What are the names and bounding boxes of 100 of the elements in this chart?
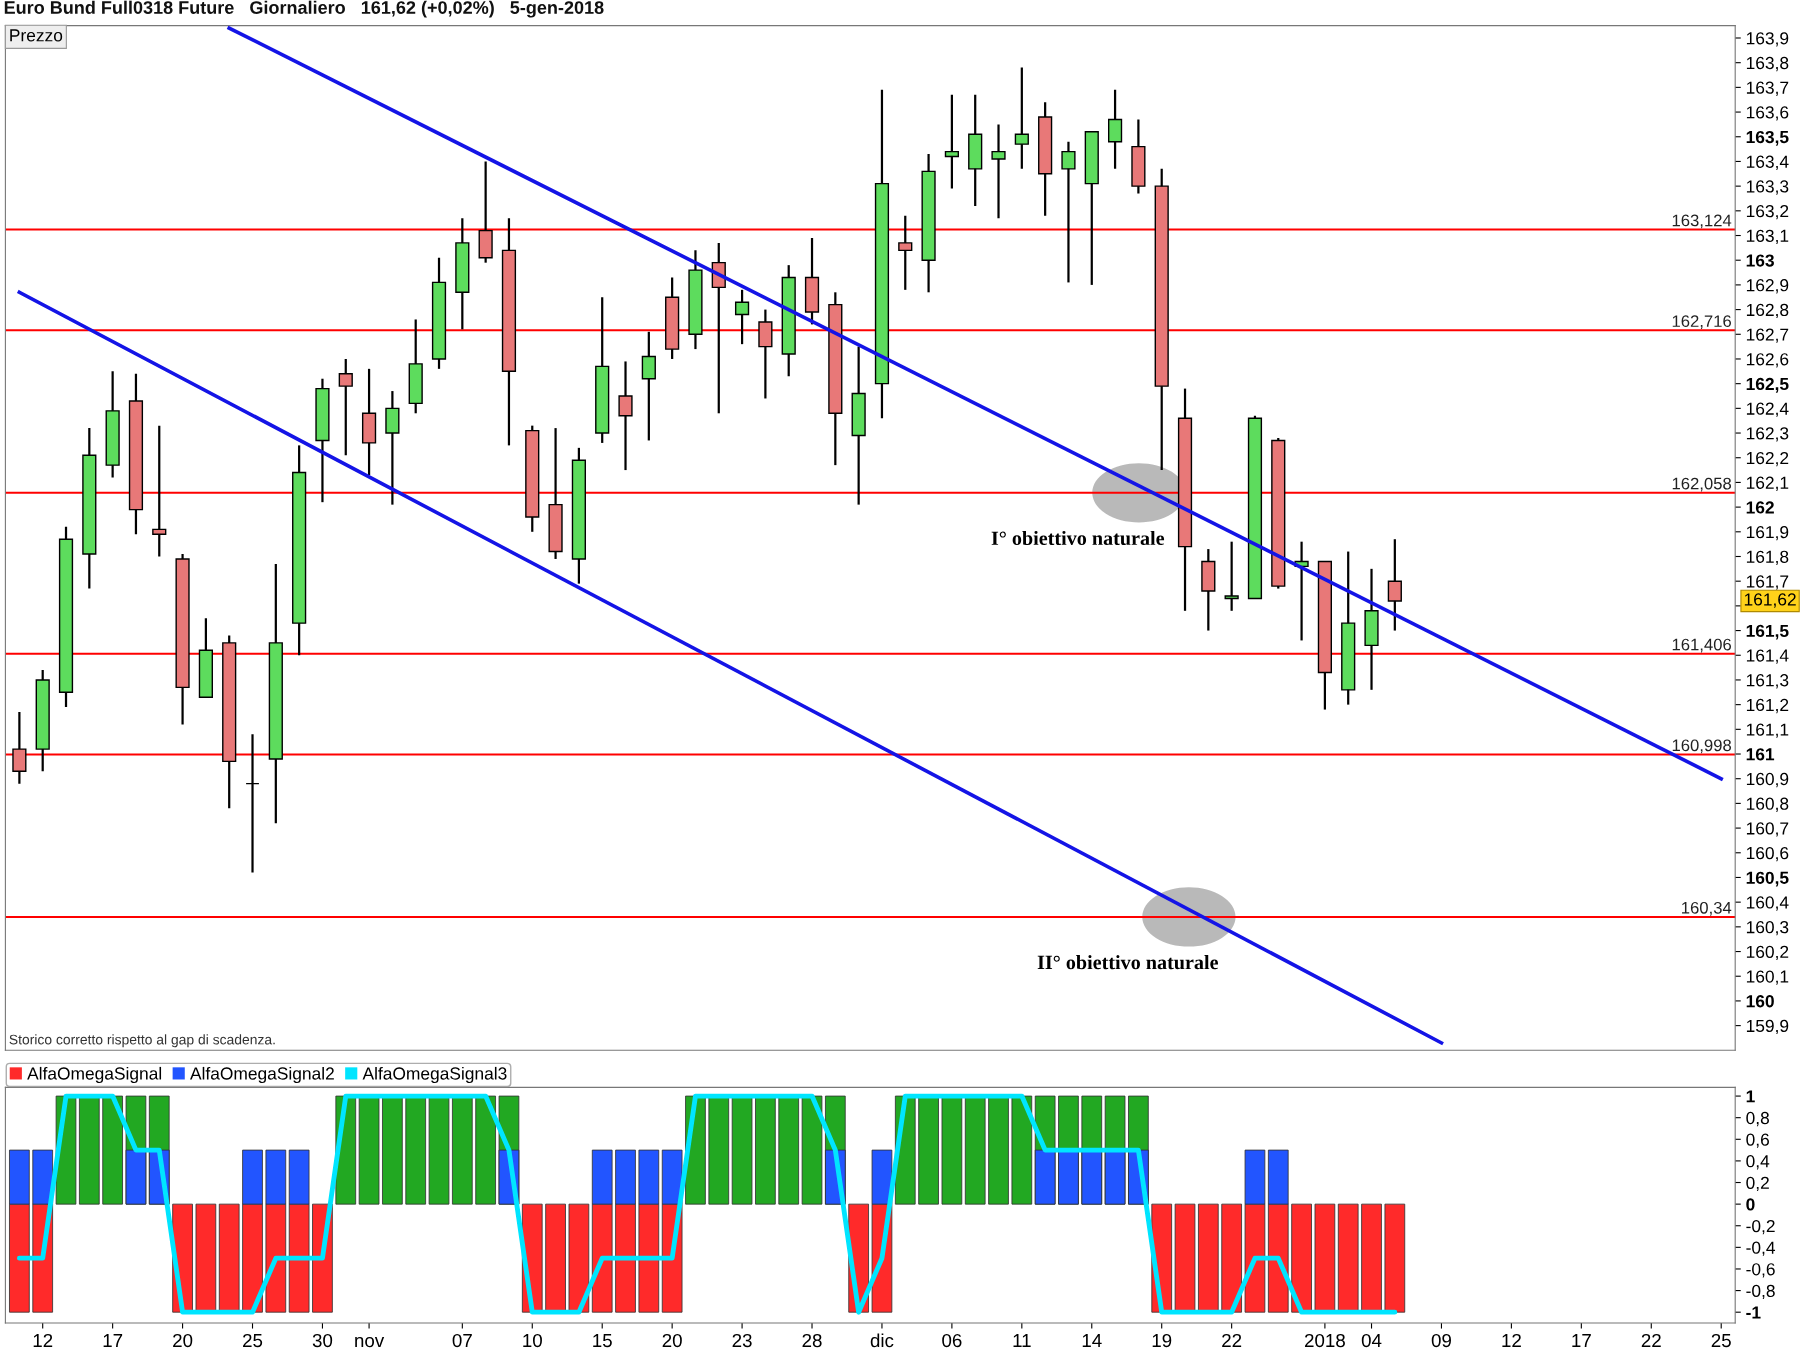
bar [801, 1095, 823, 1205]
y-tick-label: -0,2 [1746, 1219, 1775, 1235]
x-tick-label: 17 [1572, 1334, 1591, 1347]
y-tick-label: 163,1 [1746, 229, 1789, 245]
annotation: II° obiettivo naturale [1037, 955, 1218, 970]
bar [218, 1203, 240, 1313]
y-tick-label: 162,8 [1746, 303, 1789, 319]
x-tick-label: 28 [802, 1333, 822, 1348]
ref-line-label: 160,998 [1672, 739, 1732, 754]
x-tick-label: 22 [1641, 1333, 1661, 1347]
legend-label: AlfaOmegaSignal3 [362, 1066, 507, 1084]
y-tick-label: 161,3 [1746, 674, 1789, 689]
y-tick-label: 162,9 [1746, 279, 1789, 294]
x-tick-label: 04 [1361, 1333, 1382, 1348]
y-tick-label: -0,8 [1746, 1284, 1775, 1300]
bar [1221, 1203, 1242, 1313]
y-tick-label: 163,4 [1746, 155, 1789, 170]
y-tick-label: 160,8 [1746, 797, 1789, 812]
bar [568, 1203, 590, 1313]
y-tick-label: 161,1 [1746, 723, 1789, 738]
x-tick-label: 12 [33, 1333, 53, 1347]
y-tick-label: 161,4 [1746, 649, 1789, 664]
y-tick-label: 162,4 [1746, 402, 1789, 417]
y-tick-label: 159,9 [1746, 1019, 1789, 1035]
y-tick-label: 162,3 [1746, 427, 1789, 442]
x-tick-label: 30 [312, 1333, 333, 1348]
bar [102, 1095, 123, 1205]
legend-label: AlfaOmegaSignal [27, 1066, 162, 1084]
x-tick-label: 11 [1013, 1334, 1031, 1347]
y-tick-label: 160,6 [1746, 846, 1789, 862]
x-tick-label: dic [870, 1333, 894, 1348]
y-axis-title: Prezzo [10, 29, 63, 42]
y-tick-label: 163,5 [1746, 130, 1789, 146]
y-tick-label: 161,5 [1746, 624, 1789, 640]
candlestick [1061, 140, 1076, 284]
y-tick-label: 163,2 [1746, 205, 1789, 220]
candlestick [1107, 88, 1123, 170]
y-tick-label: 0,4 [1746, 1155, 1770, 1170]
y-tick-label: 161 [1746, 748, 1775, 761]
annotation: I° obiettivo naturale [991, 530, 1165, 546]
y-tick-label: 0 [1746, 1198, 1755, 1211]
candlestick [734, 288, 750, 346]
y-tick-label: -0,4 [1746, 1241, 1776, 1256]
x-tick-label: 2018 [1304, 1333, 1345, 1348]
x-tick-label: 10 [523, 1333, 542, 1348]
candlestick [245, 733, 260, 874]
bar [1174, 1203, 1196, 1313]
y-tick-label: 163,8 [1746, 56, 1789, 72]
y-tick-label: 161,7 [1746, 575, 1789, 590]
candlestick [1224, 540, 1239, 612]
bar [1291, 1203, 1312, 1313]
y-tick-label: 161,9 [1746, 525, 1789, 541]
y-tick-label: 160,2 [1746, 945, 1789, 961]
x-tick-label: 15 [593, 1334, 612, 1348]
y-tick-label: 160,9 [1746, 772, 1789, 788]
y-tick-label: 162 [1746, 501, 1774, 514]
text: 161,62 [1744, 593, 1796, 608]
x-tick-label: 07 [452, 1333, 472, 1348]
candlestick [152, 424, 167, 558]
legend-label: AlfaOmegaSignal2 [190, 1066, 334, 1084]
bar [195, 1203, 217, 1313]
x-tick-label: 23 [732, 1333, 752, 1348]
y-tick-label: 160 [1746, 995, 1774, 1008]
candlestick [338, 357, 353, 457]
bar [1198, 1203, 1219, 1313]
y-tick-label: 162,5 [1746, 377, 1789, 393]
bar [1361, 1203, 1382, 1313]
y-tick-label: 162,7 [1746, 328, 1789, 343]
candlestick [12, 710, 27, 785]
x-tick-label: 14 [1082, 1334, 1102, 1347]
candlestick [641, 330, 656, 442]
x-tick-label: 22 [1222, 1333, 1242, 1347]
ref-line-label: 162,058 [1672, 477, 1732, 492]
candlestick [898, 214, 913, 291]
y-tick-label: 160,1 [1746, 970, 1789, 985]
candlestick [991, 123, 1006, 220]
ref-line-label: 160,34 [1682, 901, 1732, 916]
candlestick [944, 93, 960, 190]
y-tick-label: 162,1 [1746, 476, 1789, 491]
x-tick-label: 19 [1152, 1333, 1172, 1348]
annotation: Storico corretto rispetto al gap di scadenza. [9, 1034, 275, 1048]
bar [1314, 1203, 1336, 1313]
x-tick-label: 09 [1431, 1333, 1451, 1348]
line-series [16, 1093, 1398, 1315]
y-tick-label: 160,3 [1746, 921, 1789, 936]
y-tick-label: 163,7 [1746, 81, 1789, 96]
ref-line-label: 163,124 [1672, 214, 1732, 229]
bar [1011, 1095, 1033, 1205]
bar [1384, 1203, 1406, 1313]
ref-line-label: 161,406 [1672, 638, 1732, 653]
y-tick-label: 163,3 [1746, 180, 1789, 195]
y-tick-label: 163 [1746, 254, 1774, 267]
x-tick-label: 17 [103, 1334, 123, 1347]
y-tick-label: 0,2 [1746, 1176, 1769, 1192]
y-tick-label: 160,4 [1746, 896, 1789, 911]
y-tick-label: 160,5 [1746, 871, 1789, 887]
x-tick-label: 20 [173, 1333, 193, 1348]
y-tick-label: 163,6 [1746, 106, 1789, 121]
y-tick-label: 0,8 [1746, 1111, 1769, 1127]
x-tick-label: nov [355, 1336, 385, 1348]
